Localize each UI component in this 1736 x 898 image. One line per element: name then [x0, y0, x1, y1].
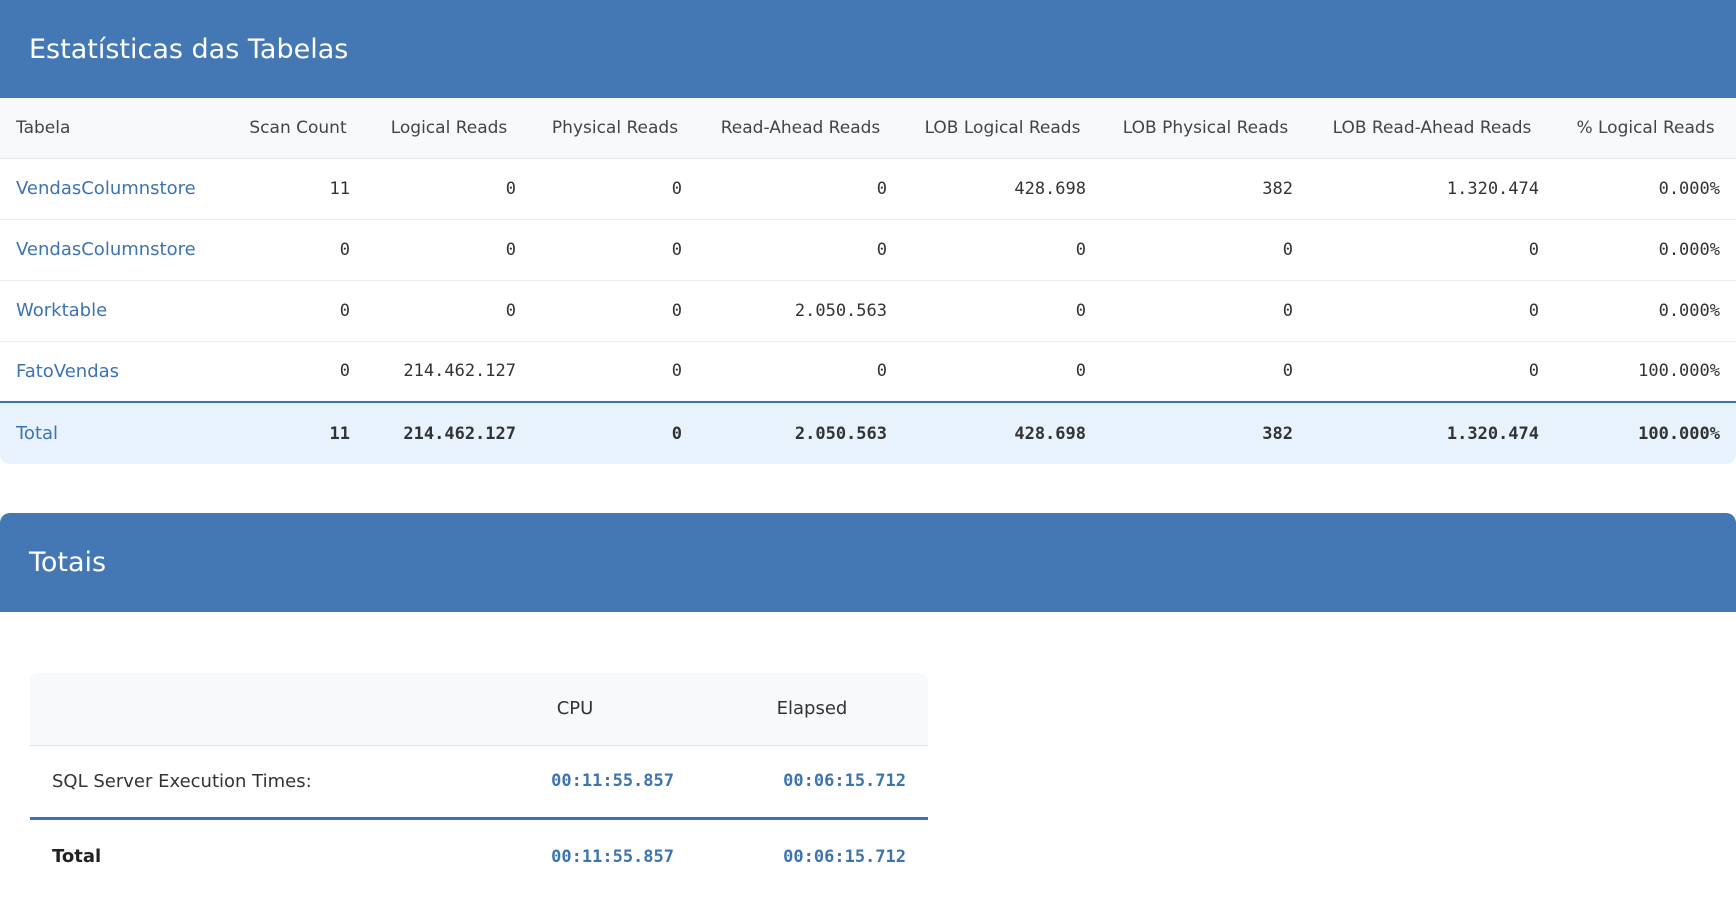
table-name-link[interactable]: VendasColumnstore: [0, 158, 230, 220]
totals-title: Totais: [0, 513, 1736, 612]
column-header-0[interactable]: Tabela: [0, 98, 230, 159]
table-cell: 0: [903, 280, 1102, 342]
execution-times-label: SQL Server Execution Times:: [30, 745, 454, 820]
table-cell: 0: [1102, 341, 1309, 403]
times-total-row: Total 00:11:55.857 00:06:15.712: [30, 818, 928, 894]
totals-card: Totais: [0, 513, 1736, 612]
total-cell: 214.462.127: [366, 401, 532, 464]
table-cell: 11: [230, 158, 366, 220]
total-cell: 11: [230, 401, 366, 464]
table-cell: 0: [1102, 280, 1309, 342]
column-header-6[interactable]: LOB Physical Reads: [1102, 98, 1309, 159]
column-header-5[interactable]: LOB Logical Reads: [903, 98, 1102, 159]
total-cell: 2.050.563: [698, 401, 903, 464]
table-cell: 0: [366, 219, 532, 281]
table-cell: 382: [1102, 158, 1309, 220]
table-cell: 0: [903, 219, 1102, 281]
times-total-elapsed: 00:06:15.712: [783, 846, 906, 867]
times-header-row: CPU Elapsed: [30, 673, 928, 746]
table-cell: 100.000%: [1555, 341, 1736, 403]
table-cell: 428.698: [903, 158, 1102, 220]
table-cell: 0: [366, 158, 532, 220]
total-cell: 382: [1102, 401, 1309, 464]
table-cell: 0: [366, 280, 532, 342]
table-cell: 0: [698, 219, 903, 281]
table-statistics-card: Estatísticas das Tabelas Tabela Scan Coun…: [0, 0, 1736, 464]
times-header-blank: [30, 673, 454, 746]
table-name-link[interactable]: Worktable: [0, 280, 230, 342]
table-cell: 0: [532, 158, 698, 220]
total-cell: 1.320.474: [1309, 401, 1555, 464]
execution-elapsed-value: 00:06:15.712: [696, 745, 928, 820]
total-cell: 100.000%: [1555, 401, 1736, 464]
table-cell: 0: [1309, 280, 1555, 342]
column-header-2[interactable]: Logical Reads: [366, 98, 532, 159]
execution-times-row: SQL Server Execution Times: 00:11:55.857…: [30, 745, 928, 820]
table-cell: 0: [532, 341, 698, 403]
table-cell: 0: [698, 158, 903, 220]
column-header-1[interactable]: Scan Count: [230, 98, 366, 159]
table-cell: 0: [532, 280, 698, 342]
table-row: VendasColumnstore 0 0 0 0 0 0 0 0.000%: [0, 219, 1736, 281]
table-cell: 2.050.563: [698, 280, 903, 342]
total-cell: 428.698: [903, 401, 1102, 464]
table-statistics-table: Tabela Scan Count Logical Reads Physical Re…: [0, 98, 1736, 464]
table-cell: 214.462.127: [366, 341, 532, 403]
times-header-cpu: CPU: [454, 673, 696, 746]
execution-cpu-value: 00:11:55.857: [454, 745, 696, 820]
table-cell: 0: [1102, 219, 1309, 281]
table-row: VendasColumnstore 11 0 0 0 428.698 382 1.320.47…: [0, 158, 1736, 220]
times-total-cpu: 00:11:55.857: [551, 846, 674, 867]
column-header-8[interactable]: % Logical Reads: [1555, 98, 1736, 159]
table-statistics-title: Estatísticas das Tabelas: [0, 0, 1736, 98]
table-name-link[interactable]: VendasColumnstore: [0, 219, 230, 281]
table-cell: 0: [230, 280, 366, 342]
table-row: Worktable 0 0 0 2.050.563 0 0 0 0.000%: [0, 280, 1736, 342]
column-header-3[interactable]: Physical Reads: [532, 98, 698, 159]
table-name-link[interactable]: FatoVendas: [0, 341, 230, 403]
execution-times-table: CPU Elapsed SQL Server Execution Times: …: [30, 673, 928, 894]
table-cell: 0: [230, 219, 366, 281]
column-header-4[interactable]: Read-Ahead Reads: [698, 98, 903, 159]
table-total-row: Total 11 214.462.127 0 2.050.563 428.698 382 1.…: [0, 401, 1736, 464]
total-cell: 0: [532, 401, 698, 464]
table-cell: 0.000%: [1555, 219, 1736, 281]
table-cell: 0: [1309, 219, 1555, 281]
totals-body: CPU Elapsed SQL Server Execution Times: …: [30, 673, 928, 894]
times-header-elapsed: Elapsed: [696, 673, 928, 746]
table-cell: 0: [903, 341, 1102, 403]
table-row: FatoVendas 0 214.462.127 0 0 0 0 0 100.000%: [0, 341, 1736, 403]
table-cell: 0: [1309, 341, 1555, 403]
table-cell: 1.320.474: [1309, 158, 1555, 220]
total-label: Total: [0, 401, 230, 464]
table-cell: 0: [230, 341, 366, 403]
table-cell: 0.000%: [1555, 280, 1736, 342]
table-cell: 0: [698, 341, 903, 403]
times-total-label: Total: [52, 846, 102, 868]
column-header-7[interactable]: LOB Read-Ahead Reads: [1309, 98, 1555, 159]
table-header-row: Tabela Scan Count Logical Reads Physical Re…: [0, 98, 1736, 159]
table-cell: 0: [532, 219, 698, 281]
table-cell: 0.000%: [1555, 158, 1736, 220]
